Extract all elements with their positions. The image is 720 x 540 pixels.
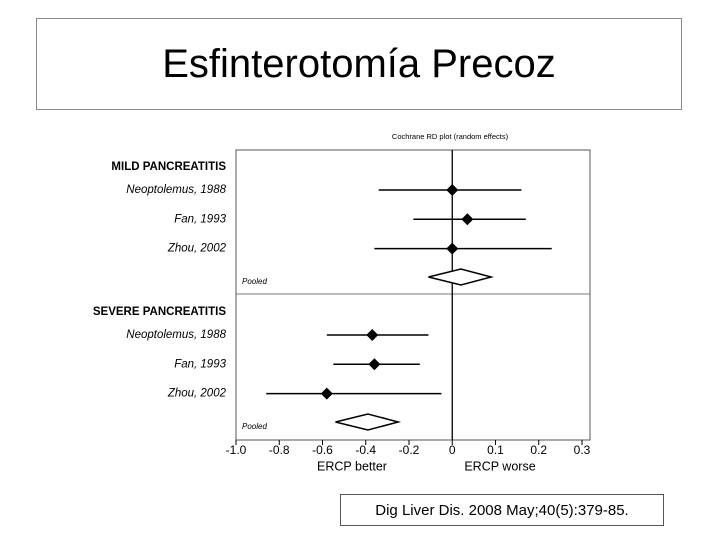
x-tick-label: -0.8 — [269, 443, 290, 457]
point-estimate — [461, 213, 474, 226]
point-estimate — [366, 329, 379, 341]
x-tick-label: -1.0 — [226, 443, 247, 457]
pooled-label: Pooled — [242, 277, 267, 286]
study-label: Fan, 1993 — [174, 358, 226, 370]
study-label: Fan, 1993 — [174, 213, 226, 225]
point-estimate — [368, 358, 381, 371]
x-tick-label: 0 — [449, 443, 456, 457]
x-label-right: ERCP worse — [464, 459, 535, 473]
point-estimate — [320, 387, 333, 400]
study-label: Zhou, 2002 — [167, 243, 227, 255]
plot-frame — [235, 149, 591, 441]
pooled-diamond — [428, 268, 495, 286]
slide-title: Esfinterotomía Precoz — [36, 18, 682, 110]
x-tick-label: 0.2 — [530, 443, 547, 457]
point-estimate — [446, 242, 459, 255]
pooled-label: Pooled — [242, 422, 267, 431]
group-header: SEVERE PANCREATITIS — [93, 306, 226, 318]
x-tick-label: -0.4 — [355, 443, 376, 457]
x-tick-label: 0.1 — [487, 443, 504, 457]
point-estimate — [446, 184, 459, 196]
chart-subtitle: Cochrane RD plot (random effects) — [392, 132, 509, 141]
study-label: Zhou, 2002 — [167, 388, 227, 400]
study-label: Neoptolemus, 1988 — [126, 184, 226, 196]
citation: Dig Liver Dis. 2008 May;40(5):379-85. — [340, 494, 664, 526]
x-tick-label: -0.2 — [399, 443, 420, 457]
x-tick-label: 0.3 — [574, 443, 591, 457]
group-header: MILD PANCREATITIS — [111, 161, 226, 173]
x-label-left: ERCP better — [317, 459, 387, 473]
study-label: Neoptolemus, 1988 — [126, 329, 226, 341]
x-tick-label: -0.6 — [312, 443, 333, 457]
pooled-diamond — [335, 413, 402, 431]
